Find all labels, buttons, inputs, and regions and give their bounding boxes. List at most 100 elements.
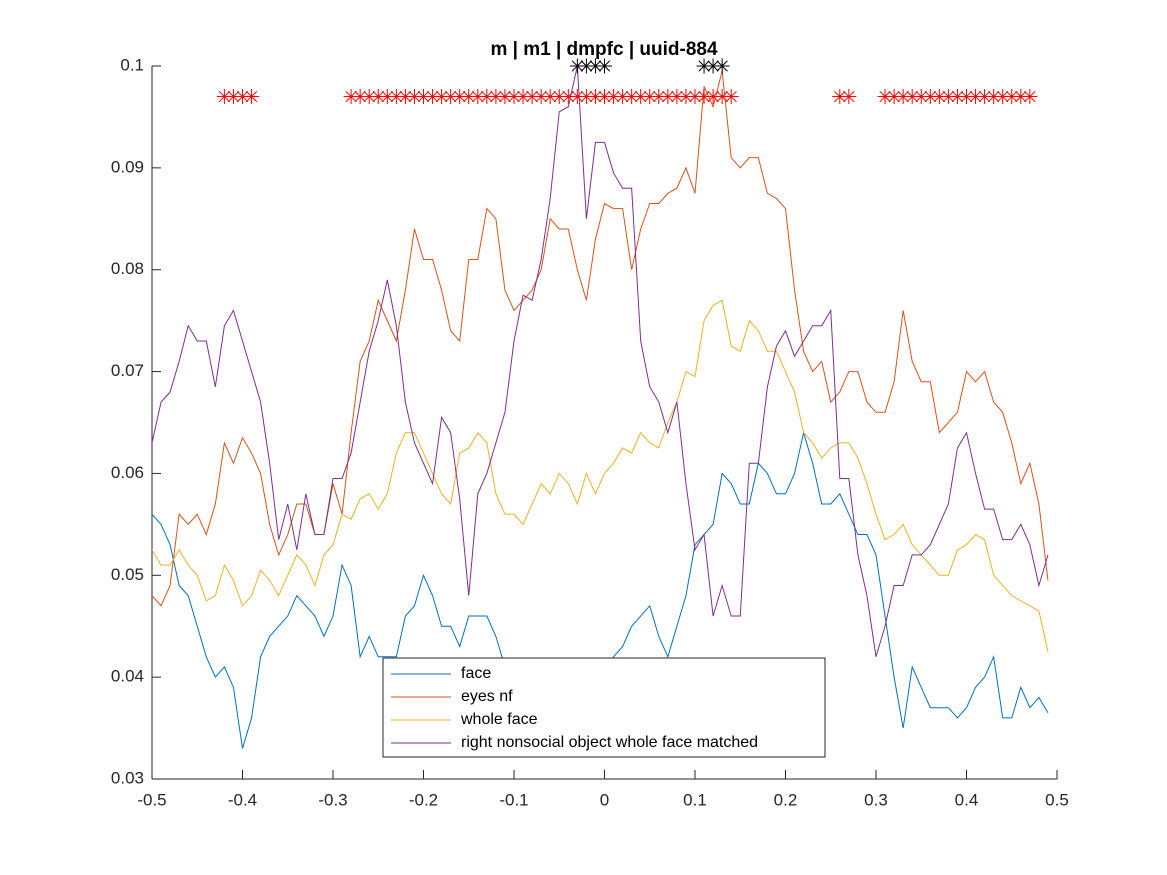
x-tick-label: -0.1 [499, 790, 528, 809]
legend-label: eyes nf [461, 688, 513, 705]
significance-star [723, 89, 739, 105]
significance-star [841, 89, 857, 105]
significance-star [986, 89, 1002, 105]
significance-star [406, 89, 422, 105]
significance-star [913, 89, 929, 105]
significance-star [443, 89, 459, 105]
significance-star [542, 89, 558, 105]
significance-star [678, 89, 694, 105]
significance-star [352, 89, 368, 105]
significance-star [225, 89, 241, 105]
x-tick-label: 0.3 [864, 790, 888, 809]
significance-star [705, 58, 721, 74]
significance-star [587, 89, 603, 105]
series-line [151, 65, 1049, 657]
significance-star [633, 89, 649, 105]
significance-star [470, 89, 486, 105]
significance-star [1022, 89, 1038, 105]
significance-star [705, 89, 721, 105]
significance-star [931, 89, 947, 105]
legend-label: whole face [460, 711, 538, 728]
y-tick-label: 0.06 [111, 463, 144, 482]
significance-star [904, 89, 920, 105]
significance-star [479, 89, 495, 105]
y-tick-label: 0.1 [120, 55, 144, 74]
significance-star [714, 89, 730, 105]
significance-star [506, 89, 522, 105]
significance-star [361, 89, 377, 105]
x-tick-label: 0.2 [774, 790, 798, 809]
significance-star [425, 89, 441, 105]
x-tick-label: -0.3 [318, 790, 347, 809]
significance-star [949, 89, 965, 105]
x-tick-label: -0.2 [409, 790, 438, 809]
x-tick-label: -0.5 [137, 790, 166, 809]
significance-star [832, 89, 848, 105]
significance-star [922, 89, 938, 105]
significance-star [696, 89, 712, 105]
significance-star [560, 89, 576, 105]
y-tick-label: 0.09 [111, 157, 144, 176]
significance-star [578, 89, 594, 105]
significance-star [434, 89, 450, 105]
significance-star [216, 89, 232, 105]
significance-star [615, 89, 631, 105]
significance-star [696, 58, 712, 74]
significance-star [597, 89, 612, 105]
y-tick-label: 0.05 [111, 565, 144, 584]
y-tick-label: 0.03 [111, 768, 144, 787]
series-line [151, 299, 1049, 652]
x-tick-label: 0.5 [1045, 790, 1069, 809]
x-tick-label: 0.4 [955, 790, 979, 809]
significance-star [587, 58, 603, 74]
x-tick-label: 0 [600, 790, 609, 809]
significance-star [886, 89, 902, 105]
significance-star [235, 89, 250, 105]
legend-label: right nonsocial object whole face matche… [461, 734, 758, 751]
y-tick-label: 0.08 [111, 259, 144, 278]
significance-star [524, 89, 540, 105]
significance-star [606, 89, 622, 105]
significance-star [397, 89, 413, 105]
legend-label: face [461, 665, 491, 682]
significance-star [940, 89, 956, 105]
x-tick-label: -0.4 [228, 790, 257, 809]
significance-star [959, 89, 974, 105]
significance-star [497, 89, 513, 105]
significance-star [515, 89, 531, 105]
significance-star [877, 89, 893, 105]
significance-star [388, 89, 404, 105]
series-line [151, 70, 1049, 607]
significance-star [968, 89, 984, 105]
significance-star [687, 89, 703, 105]
significance-star [977, 89, 993, 105]
legend: face eyes nf whole face right nonsocial obj… [382, 657, 826, 758]
significance-star [1004, 89, 1020, 105]
significance-star [995, 89, 1011, 105]
significance-star [244, 89, 260, 105]
significance-star [642, 89, 658, 105]
significance-star [343, 89, 359, 105]
significance-star [895, 89, 911, 105]
y-tick-label: 0.04 [111, 667, 144, 686]
significance-star [569, 58, 585, 74]
significance-star [488, 89, 504, 105]
y-tick-label: 0.07 [111, 361, 144, 380]
significance-star [533, 89, 549, 105]
significance-star [578, 58, 594, 74]
significance-star [597, 58, 612, 74]
significance-star [1013, 89, 1029, 105]
significance-star [624, 89, 640, 105]
legend-box [382, 657, 826, 758]
significance-star [569, 89, 585, 105]
significance-star [660, 89, 676, 105]
significance-star [669, 89, 685, 105]
significance-star [551, 89, 567, 105]
significance-star [370, 89, 386, 105]
significance-star [379, 89, 395, 105]
significance-star [461, 89, 477, 105]
significance-star [452, 89, 468, 105]
chart-title: m | m1 | dmpfc | uuid-884 [490, 39, 718, 60]
significance-star [714, 58, 730, 74]
